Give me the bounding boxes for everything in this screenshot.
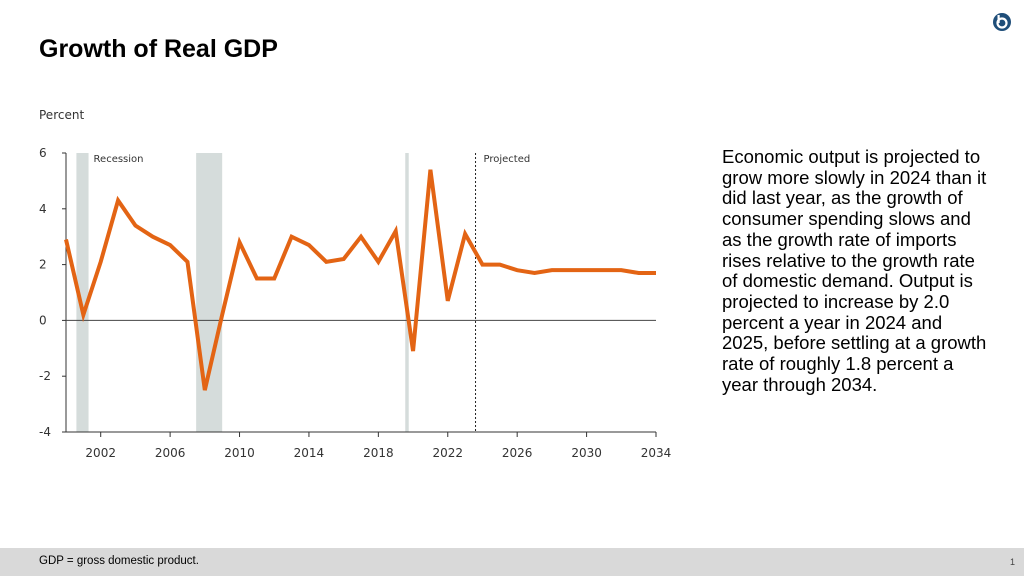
recession-band [405, 153, 409, 432]
y-axis-label: Percent [39, 108, 84, 122]
page-number: 1 [1009, 557, 1015, 567]
x-tick-label: 2026 [502, 446, 533, 460]
recession-band [196, 153, 223, 432]
slide-body-text: Economic output is projected to grow mor… [722, 146, 987, 395]
slide-title: Growth of Real GDP [39, 35, 278, 63]
y-tick-label: 4 [39, 202, 47, 216]
x-tick-label: 2014 [294, 446, 325, 460]
gdp-growth-line [64, 169, 656, 391]
recession-band [76, 153, 89, 432]
y-tick-label: 0 [39, 313, 47, 327]
projected-label: Projected [484, 154, 531, 165]
y-tick-label: 2 [39, 258, 47, 272]
x-tick-label: 2002 [85, 446, 116, 460]
x-tick-label: 2010 [224, 446, 255, 460]
footnote: GDP = gross domestic product. [39, 555, 199, 567]
x-tick-label: 2034 [641, 446, 672, 460]
x-tick-label: 2022 [432, 446, 463, 460]
x-tick-label: 2006 [155, 446, 186, 460]
y-tick-label: -2 [39, 369, 51, 383]
x-tick-label: 2030 [571, 446, 602, 460]
y-tick-label: 6 [39, 146, 47, 160]
footer-bar: GDP = gross domestic product. 1 [0, 548, 1024, 576]
x-tick-label: 2018 [363, 446, 394, 460]
cbo-logo-icon [993, 13, 1011, 31]
recession-label: Recession [94, 154, 144, 165]
gdp-growth-chart: Percent Recession Projected 6 4 2 0 -2 -4 200… [39, 108, 672, 460]
y-tick-label: -4 [39, 425, 51, 439]
